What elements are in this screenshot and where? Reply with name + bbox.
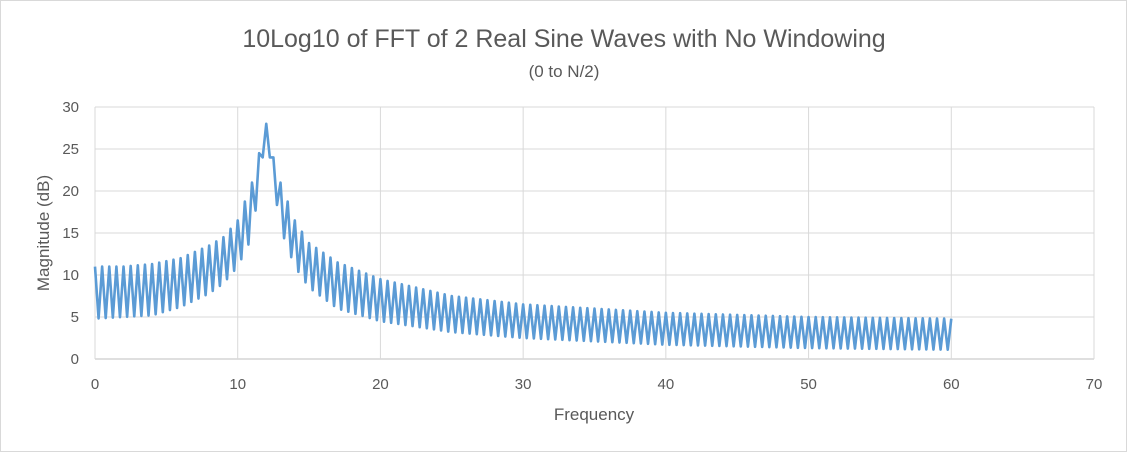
tick-labels: 0 5 10 15 20 25 30 0 10 20 30 40 50 60 70	[62, 99, 1102, 393]
y-tick-label: 25	[62, 141, 79, 158]
x-tick-label: 0	[91, 376, 99, 393]
x-tick-label: 50	[800, 376, 817, 393]
y-axis-title: Magnitude (dB)	[34, 175, 53, 291]
chart-title: 10Log10 of FFT of 2 Real Sine Waves with…	[242, 25, 885, 53]
chart-subtitle: (0 to N/2)	[529, 62, 600, 81]
gridlines	[94, 106, 1095, 360]
x-tick-label: 70	[1086, 376, 1103, 393]
x-axis-title: Frequency	[554, 405, 635, 424]
y-tick-label: 20	[62, 183, 79, 200]
x-tick-label: 10	[229, 376, 246, 393]
series-line-magnitude	[93, 122, 953, 352]
y-tick-label: 30	[62, 99, 79, 116]
x-tick-label: 60	[943, 376, 960, 393]
y-tick-label: 5	[71, 309, 79, 326]
x-tick-label: 20	[372, 376, 389, 393]
x-tick-label: 40	[658, 376, 675, 393]
y-tick-label: 10	[62, 267, 79, 284]
y-tick-label: 15	[62, 225, 79, 242]
x-tick-label: 30	[515, 376, 532, 393]
y-tick-label: 0	[71, 351, 79, 368]
